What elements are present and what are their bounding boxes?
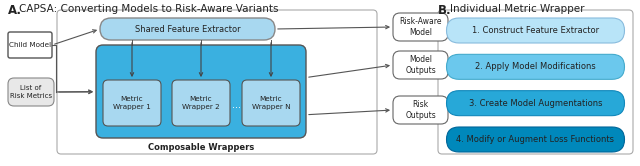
Text: A.: A. xyxy=(8,4,22,17)
Text: List of
Risk Metrics: List of Risk Metrics xyxy=(10,85,52,99)
FancyBboxPatch shape xyxy=(393,13,448,41)
Text: Metric
Wrapper 1: Metric Wrapper 1 xyxy=(113,96,151,110)
FancyBboxPatch shape xyxy=(96,45,306,138)
FancyBboxPatch shape xyxy=(172,80,230,126)
Text: CAPSA: Converting Models to Risk-Aware Variants: CAPSA: Converting Models to Risk-Aware V… xyxy=(19,4,278,14)
FancyBboxPatch shape xyxy=(393,51,448,79)
Text: 1. Construct Feature Extractor: 1. Construct Feature Extractor xyxy=(472,26,599,35)
Text: Individual Metric Wrapper: Individual Metric Wrapper xyxy=(450,4,584,14)
Text: 2. Apply Model Modifications: 2. Apply Model Modifications xyxy=(475,62,596,71)
FancyBboxPatch shape xyxy=(242,80,300,126)
Text: Risk
Outputs: Risk Outputs xyxy=(405,100,436,120)
FancyBboxPatch shape xyxy=(447,54,625,79)
FancyBboxPatch shape xyxy=(57,10,377,154)
Text: Model
Outputs: Model Outputs xyxy=(405,55,436,75)
Text: Metric
Wrapper 2: Metric Wrapper 2 xyxy=(182,96,220,110)
Text: Shared Feature Extractor: Shared Feature Extractor xyxy=(134,25,240,34)
Text: Child Model: Child Model xyxy=(9,42,51,48)
FancyBboxPatch shape xyxy=(438,10,633,154)
FancyBboxPatch shape xyxy=(100,18,275,40)
FancyBboxPatch shape xyxy=(447,127,625,152)
Text: 4. Modify or Augment Loss Functionts: 4. Modify or Augment Loss Functionts xyxy=(456,135,614,144)
Text: Composable Wrappers: Composable Wrappers xyxy=(148,143,254,152)
FancyBboxPatch shape xyxy=(8,78,54,106)
Text: ...: ... xyxy=(232,100,241,110)
FancyBboxPatch shape xyxy=(103,80,161,126)
FancyBboxPatch shape xyxy=(8,32,52,58)
FancyBboxPatch shape xyxy=(447,91,625,116)
Text: 3. Create Model Augmentations: 3. Create Model Augmentations xyxy=(468,99,602,108)
Text: Risk-Aware
Model: Risk-Aware Model xyxy=(399,17,442,37)
FancyBboxPatch shape xyxy=(447,18,625,43)
Text: B.: B. xyxy=(438,4,452,17)
FancyBboxPatch shape xyxy=(393,96,448,124)
Text: Metric
Wrapper N: Metric Wrapper N xyxy=(252,96,291,110)
